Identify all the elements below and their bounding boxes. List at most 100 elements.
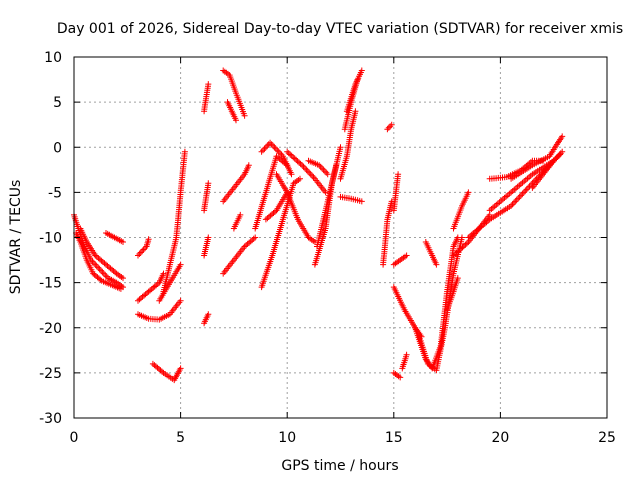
data-point bbox=[137, 249, 144, 256]
data-point bbox=[465, 189, 472, 196]
data-track bbox=[262, 189, 291, 223]
data-point bbox=[288, 152, 295, 159]
data-point bbox=[522, 187, 529, 194]
data-point bbox=[309, 172, 316, 179]
x-tick-label: 15 bbox=[385, 430, 403, 446]
data-point bbox=[96, 266, 103, 273]
data-point bbox=[260, 147, 266, 154]
data-track bbox=[305, 157, 331, 178]
data-track bbox=[529, 148, 566, 191]
data-track bbox=[314, 144, 344, 250]
data-point bbox=[90, 260, 97, 267]
data-track bbox=[73, 230, 124, 292]
data-track bbox=[444, 275, 461, 313]
data-track bbox=[201, 311, 212, 327]
data-point bbox=[337, 144, 344, 151]
data-point bbox=[285, 150, 292, 157]
data-point bbox=[515, 195, 522, 202]
data-point bbox=[354, 76, 361, 83]
data-point bbox=[120, 239, 126, 245]
data-point bbox=[252, 234, 259, 241]
chart-title: Day 001 of 2026, Sidereal Day-to-day VTE… bbox=[57, 21, 623, 37]
y-tick-label: -10 bbox=[39, 231, 62, 247]
data-point bbox=[261, 145, 268, 152]
y-axis-label: SDTVAR / TECUs bbox=[8, 180, 24, 295]
data-point bbox=[181, 148, 188, 155]
data-point bbox=[462, 241, 469, 248]
data-point bbox=[205, 81, 212, 88]
x-tick-label: 5 bbox=[176, 430, 185, 446]
data-track bbox=[135, 297, 184, 323]
x-tick-label: 0 bbox=[70, 430, 79, 446]
data-point bbox=[323, 169, 330, 176]
data-track bbox=[220, 67, 248, 119]
data-point bbox=[395, 171, 402, 178]
data-point bbox=[117, 285, 124, 292]
x-tick-label: 10 bbox=[278, 430, 296, 446]
data-track bbox=[380, 198, 395, 268]
data-point bbox=[268, 141, 275, 148]
data-track bbox=[201, 180, 212, 214]
data-point bbox=[520, 189, 527, 196]
y-tick-label: -5 bbox=[48, 185, 62, 201]
data-point bbox=[304, 168, 311, 175]
data-track bbox=[273, 171, 318, 245]
data-point bbox=[100, 270, 107, 277]
data-point bbox=[403, 351, 410, 358]
data-point bbox=[358, 198, 365, 205]
data-point bbox=[303, 166, 310, 173]
data-point bbox=[518, 192, 524, 199]
data-track bbox=[399, 351, 410, 372]
data-point bbox=[97, 276, 104, 283]
data-point bbox=[287, 151, 294, 158]
data-track bbox=[220, 234, 259, 277]
data-track bbox=[341, 76, 361, 133]
y-tick-label: -15 bbox=[39, 276, 62, 292]
data-track bbox=[390, 171, 402, 214]
y-tick-label: 10 bbox=[44, 50, 62, 66]
data-track bbox=[135, 236, 152, 259]
data-point bbox=[306, 169, 313, 176]
data-track bbox=[224, 99, 239, 124]
data-track bbox=[450, 189, 472, 232]
y-tick-label: -25 bbox=[39, 366, 62, 382]
data-track bbox=[220, 162, 252, 205]
data-point bbox=[267, 139, 274, 146]
data-point bbox=[245, 162, 252, 169]
data-track bbox=[103, 230, 126, 245]
data-point bbox=[455, 248, 461, 255]
axis-ticks: 0 5 10 15 20 25 -30 -25 -20 -15 -10 -5 0 5 10 bbox=[39, 50, 616, 446]
data-point bbox=[559, 133, 566, 140]
data-point bbox=[177, 261, 184, 268]
data-point bbox=[512, 198, 519, 205]
data-point bbox=[241, 112, 248, 119]
data-point bbox=[177, 297, 184, 304]
data-point bbox=[513, 196, 520, 203]
y-tick-label: 5 bbox=[53, 95, 62, 111]
data-point bbox=[459, 234, 465, 241]
x-axis-label: GPS time / hours bbox=[281, 458, 398, 474]
data-track bbox=[337, 108, 359, 182]
data-track bbox=[252, 153, 291, 232]
data-point bbox=[233, 117, 239, 124]
data-point bbox=[300, 163, 307, 170]
data-point bbox=[135, 252, 141, 259]
data-track bbox=[258, 175, 303, 291]
data-point bbox=[290, 154, 297, 161]
data-track bbox=[337, 193, 365, 205]
data-point bbox=[140, 246, 147, 253]
data-track bbox=[230, 211, 244, 232]
data-point bbox=[319, 165, 325, 172]
data-point bbox=[523, 186, 530, 193]
data-point bbox=[397, 374, 404, 381]
data-point bbox=[388, 121, 395, 128]
x-tick-label: 20 bbox=[491, 430, 509, 446]
data-point bbox=[307, 171, 314, 178]
data-point bbox=[272, 145, 279, 152]
data-point bbox=[98, 267, 104, 274]
data-track bbox=[390, 369, 404, 381]
data-track bbox=[201, 234, 212, 259]
data-track bbox=[508, 133, 566, 182]
data-point bbox=[160, 270, 167, 277]
data-point bbox=[454, 275, 461, 282]
